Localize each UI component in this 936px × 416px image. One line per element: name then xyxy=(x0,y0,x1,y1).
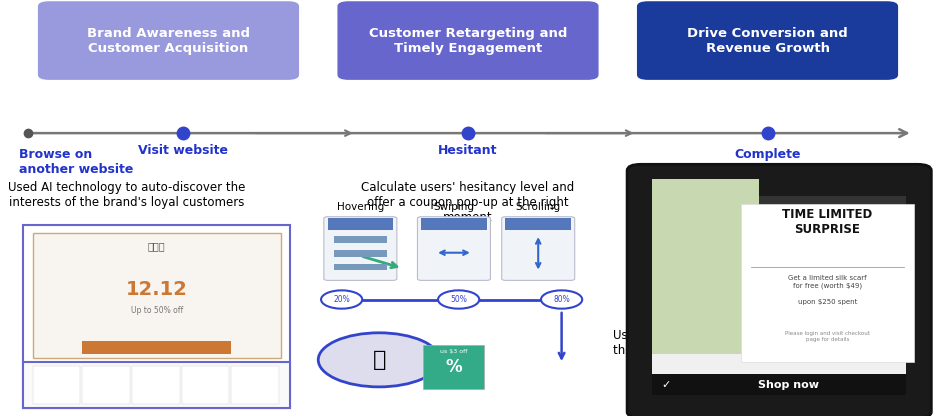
Bar xyxy=(652,179,759,354)
Text: Please login and visit checkout
page for details: Please login and visit checkout page for… xyxy=(785,331,870,342)
Text: TIME LIMITED
SURPRISE: TIME LIMITED SURPRISE xyxy=(782,208,872,236)
Text: Get a limited silk scarf
for free (worth $49)

upon $250 spent: Get a limited silk scarf for free (worth… xyxy=(788,275,867,305)
Circle shape xyxy=(541,290,582,309)
Text: Drive Conversion and
Revenue Growth: Drive Conversion and Revenue Growth xyxy=(687,27,848,54)
Text: 20%: 20% xyxy=(333,295,350,304)
Bar xyxy=(505,218,571,230)
Text: Scrolling: Scrolling xyxy=(516,202,561,212)
Circle shape xyxy=(438,290,479,309)
FancyBboxPatch shape xyxy=(636,1,898,80)
Bar xyxy=(82,341,231,354)
Bar xyxy=(421,218,487,230)
Bar xyxy=(132,366,180,404)
Text: %: % xyxy=(446,358,461,376)
Text: Emphasized the: Emphasized the xyxy=(650,181,748,194)
Bar xyxy=(182,366,229,404)
Text: 80%: 80% xyxy=(553,295,570,304)
Bar xyxy=(652,374,906,395)
Bar xyxy=(23,225,290,408)
FancyBboxPatch shape xyxy=(627,164,931,416)
Bar xyxy=(33,233,281,358)
Text: Swiping: Swiping xyxy=(433,202,475,212)
Text: worth: worth xyxy=(749,181,787,194)
Text: 👩: 👩 xyxy=(373,350,386,370)
Text: us $3 off: us $3 off xyxy=(440,349,467,354)
Bar xyxy=(652,196,906,395)
Text: Calculate users' hesitancy level and
offer a coupon pop-up at the right
moment: Calculate users' hesitancy level and off… xyxy=(361,181,575,224)
Circle shape xyxy=(321,290,362,309)
Bar xyxy=(231,366,279,404)
Text: Up to 50% off: Up to 50% off xyxy=(131,306,183,315)
Text: Emphasized the worth of the silk scarf
on the banner and set a countdown
timer t: Emphasized the worth of the silk scarf o… xyxy=(636,181,862,224)
Bar xyxy=(741,204,914,362)
Text: Visit website: Visit website xyxy=(138,144,227,156)
Bar xyxy=(423,345,484,389)
Bar xyxy=(652,196,906,212)
Text: Customer Retargeting and
Timely Engagement: Customer Retargeting and Timely Engageme… xyxy=(369,27,567,54)
Text: Used AI technology to auto-discover the
interests of the brand's loyal customers: Used AI technology to auto-discover the … xyxy=(7,181,245,209)
Text: 50%: 50% xyxy=(450,295,467,304)
FancyBboxPatch shape xyxy=(338,1,599,80)
FancyBboxPatch shape xyxy=(324,217,397,280)
Bar xyxy=(23,362,290,408)
Bar xyxy=(334,264,387,270)
Bar xyxy=(334,236,387,243)
Text: Users who hit the hesitation
threshold get a coupon: Users who hit the hesitation threshold g… xyxy=(613,329,780,357)
Bar xyxy=(334,250,387,257)
Bar xyxy=(33,366,80,404)
FancyBboxPatch shape xyxy=(37,1,300,80)
Circle shape xyxy=(318,333,440,387)
Text: 12.12: 12.12 xyxy=(125,280,188,299)
Text: 周生生: 周生生 xyxy=(148,241,166,251)
Text: Shop now: Shop now xyxy=(758,380,819,390)
Bar xyxy=(82,366,130,404)
Text: Browse on
another website: Browse on another website xyxy=(19,148,133,176)
FancyBboxPatch shape xyxy=(502,217,575,280)
Text: Brand Awareness and
Customer Acquisition: Brand Awareness and Customer Acquisition xyxy=(87,27,250,54)
Text: Complete
Purchase: Complete Purchase xyxy=(734,148,801,176)
Text: Hesitant: Hesitant xyxy=(438,144,498,156)
Bar xyxy=(328,218,393,230)
FancyBboxPatch shape xyxy=(417,217,490,280)
Text: ✓: ✓ xyxy=(662,380,671,390)
Text: Hovering: Hovering xyxy=(337,202,384,212)
